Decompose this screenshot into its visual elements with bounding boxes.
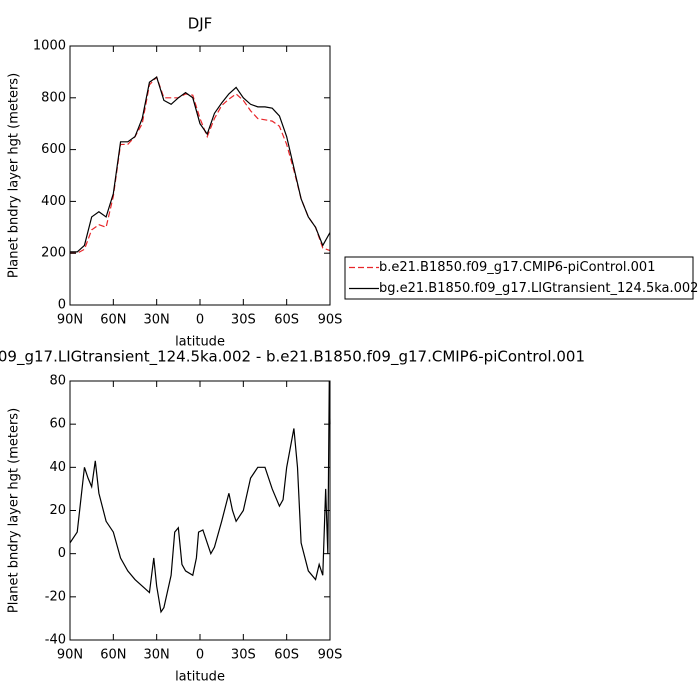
data-line [70, 75, 331, 254]
y-tick-label: 0 [58, 298, 66, 313]
y-tick-label: -20 [45, 589, 66, 604]
y-axis-label: Planet bndry layer hgt (meters) [7, 408, 22, 613]
y-tick-label: 0 [58, 546, 66, 561]
y-tick-label: 60 [49, 417, 66, 432]
y-tick-label: 200 [41, 246, 66, 261]
y-tick-label: 400 [41, 194, 66, 209]
x-tick-label: 60S [274, 313, 299, 328]
x-tick-label: 90N [57, 313, 83, 328]
x-tick-label: 60N [100, 648, 126, 663]
x-tick-label: 90S [318, 648, 343, 663]
data-line [69, 380, 331, 614]
x-tick-label: 30N [144, 648, 170, 663]
x-tick-label: 0 [196, 313, 204, 328]
legend-label: bg.e21.B1850.f09_g17.LIGtransient_124.5k… [379, 281, 698, 296]
y-tick-label: 600 [41, 142, 66, 157]
legend: b.e21.B1850.f09_g17.CMIP6-piControl.001b… [344, 256, 698, 300]
data-line [70, 76, 331, 253]
legend-box [344, 256, 694, 300]
y-tick-label: 80 [49, 374, 66, 389]
x-tick-label: 0 [196, 648, 204, 663]
y-tick-label: 800 [41, 90, 66, 105]
plot-frame [69, 380, 331, 641]
x-tick-label: 30N [144, 313, 170, 328]
y-tick-label: 20 [49, 503, 66, 518]
y-axis-label: Planet bndry layer hgt (meters) [7, 73, 22, 278]
plot-frame [69, 45, 331, 306]
chart-title: bg.e21.B1850.f09_g17.LIGtransient_124.5k… [0, 348, 585, 367]
x-axis-label: latitude [175, 670, 225, 685]
chart-title: DJF [188, 15, 213, 33]
x-tick-label: 90S [318, 313, 343, 328]
x-tick-label: 30S [231, 648, 256, 663]
x-tick-label: 30S [231, 313, 256, 328]
x-axis-label: latitude [175, 335, 225, 350]
legend-label: b.e21.B1850.f09_g17.CMIP6-piControl.001 [379, 260, 655, 275]
x-tick-label: 60S [274, 648, 299, 663]
x-tick-label: 90N [57, 648, 83, 663]
y-tick-label: 1000 [33, 39, 66, 54]
x-tick-label: 60N [100, 313, 126, 328]
y-tick-label: 40 [49, 460, 66, 475]
y-tick-label: -40 [45, 633, 66, 648]
